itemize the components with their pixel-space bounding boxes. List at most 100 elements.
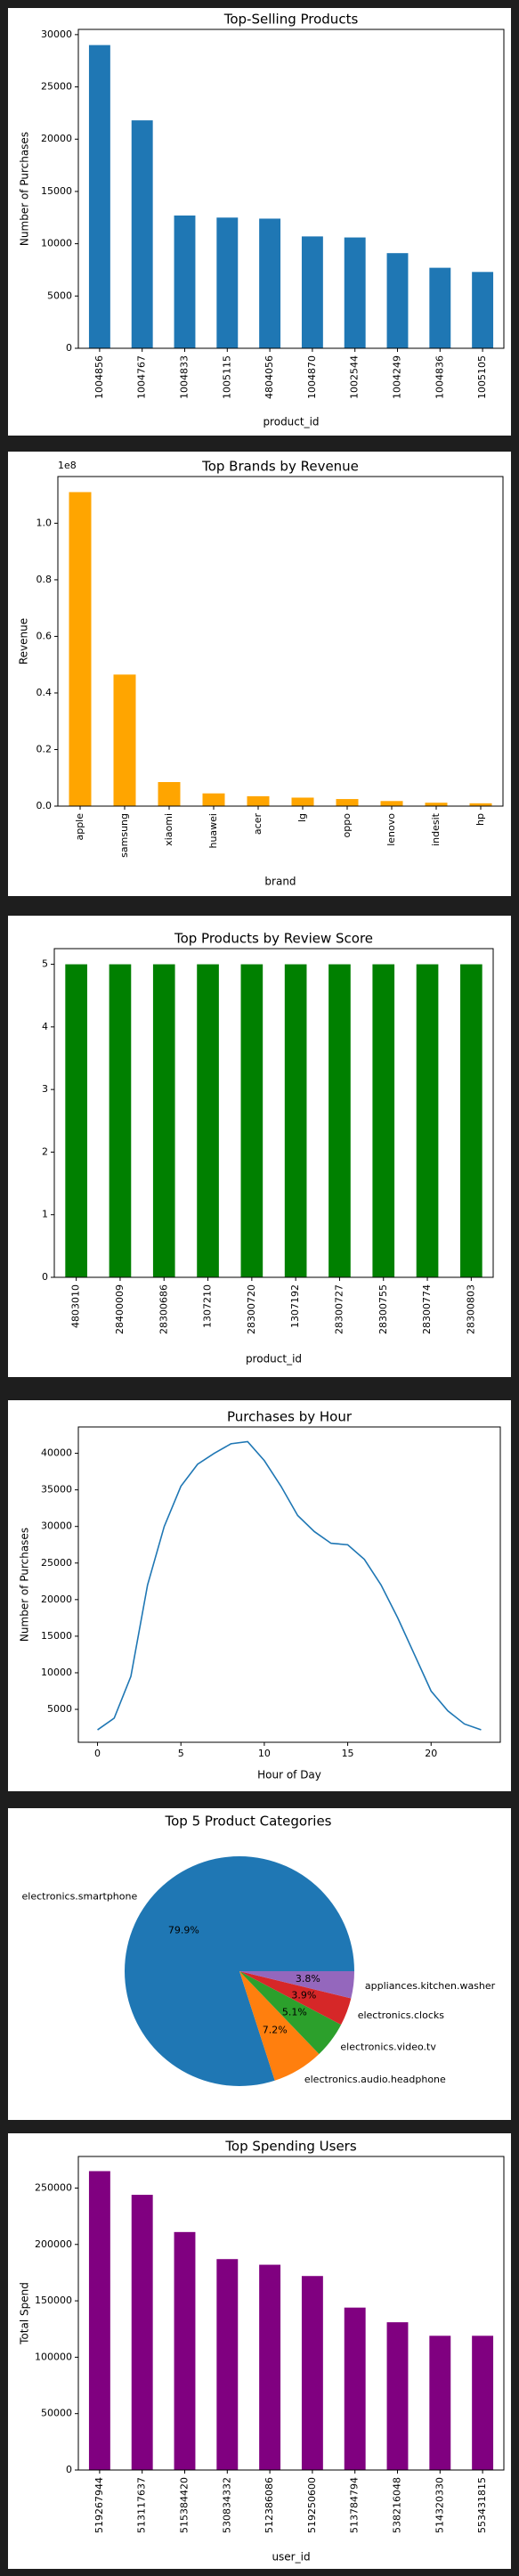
bar — [291, 797, 314, 806]
x-tick-label: 4803010 — [70, 1284, 82, 1328]
x-tick-label: lg — [296, 813, 308, 822]
bar — [386, 2322, 409, 2470]
bar — [469, 803, 492, 806]
chart: Purchases by Hour Hour of Day Number of Pu… — [19, 1409, 501, 1781]
y-tick-label: 0.0 — [36, 800, 53, 811]
bar — [174, 215, 196, 348]
x-axis-label: brand — [264, 876, 296, 888]
x-tick-label: apple — [74, 813, 85, 841]
x-tick-label: 28300686 — [158, 1284, 169, 1334]
x-tick-label: indesit — [430, 812, 442, 846]
x-tick-label: 1004836 — [434, 355, 445, 399]
offset-label: 1e8 — [58, 460, 77, 471]
x-tick-label: hp — [474, 813, 486, 826]
percent-label: 3.8% — [296, 1973, 320, 1985]
x-tick-label: 530834332 — [221, 2477, 232, 2533]
chart-title: Top Products by Review Score — [174, 931, 373, 947]
chart: Top 5 Product Categories electronics.smar… — [22, 1814, 496, 2086]
bar — [380, 801, 403, 806]
bar — [109, 964, 132, 1277]
chart-panel: Top-Selling Products product_id Number of … — [8, 8, 511, 436]
slice-label: electronics.smartphone — [22, 1891, 138, 1903]
bar — [284, 964, 307, 1277]
y-tick-label: 15000 — [41, 1630, 72, 1642]
bar — [88, 45, 110, 348]
x-tick-label: 1004833 — [179, 355, 191, 399]
chart: Top Spending Users user_id Total Spend 0 500… — [19, 2139, 505, 2564]
y-tick-label: 0.6 — [36, 630, 53, 641]
plot-frame — [77, 1426, 501, 1743]
x-tick-label: samsung — [118, 813, 130, 858]
pie-slice — [239, 1971, 320, 2081]
y-tick-label: 15000 — [41, 185, 72, 197]
bar — [131, 120, 153, 348]
y-tick-label: 40000 — [41, 1447, 72, 1459]
chart-title: Top 5 Product Categories — [165, 1814, 332, 1830]
y-tick-label: 35000 — [41, 1484, 72, 1496]
y-tick-label: 25000 — [41, 81, 72, 93]
y-axis-label: Total Spend — [19, 2282, 31, 2345]
y-tick-label: 200000 — [35, 2238, 72, 2250]
chart-panel: Purchases by Hour Hour of Day Number of Pu… — [8, 1400, 511, 1791]
x-tick-label: 1004870 — [306, 355, 318, 399]
y-tick-label: 25000 — [41, 1557, 72, 1569]
x-tick-label: 512386086 — [264, 2477, 275, 2533]
x-tick-label: lenovo — [385, 813, 397, 846]
x-tick-label: 513784794 — [349, 2477, 361, 2533]
pie-slice — [239, 1971, 342, 2054]
slice-label: appliances.kitchen.washer — [365, 1980, 496, 1992]
y-tick-label: 150000 — [35, 2295, 72, 2306]
x-tick-label: 1004856 — [93, 355, 105, 399]
x-tick-label: acer — [252, 813, 264, 836]
percent-label: 5.1% — [282, 2007, 307, 2018]
x-tick-label: 1005115 — [221, 355, 232, 399]
pie-slice — [239, 1971, 352, 2026]
x-tick-label: 28300727 — [333, 1284, 345, 1334]
x-axis-label: Hour of Day — [257, 1769, 321, 1781]
bar — [131, 2195, 153, 2470]
y-tick-label: 250000 — [35, 2181, 72, 2193]
y-tick-label: 2 — [42, 1145, 48, 1157]
x-tick-label: 1005105 — [476, 355, 488, 399]
bar — [259, 2264, 281, 2470]
chart-title: Top-Selling Products — [223, 12, 359, 28]
bar — [344, 237, 366, 348]
bar — [344, 2307, 366, 2470]
y-axis-label: Revenue — [18, 618, 30, 664]
bar — [328, 964, 351, 1277]
percent-label: 3.9% — [291, 1989, 316, 2001]
y-tick-label: 50000 — [41, 2408, 72, 2419]
x-axis-label: user_id — [272, 2551, 310, 2564]
bar — [88, 2171, 110, 2470]
bar — [301, 2276, 323, 2470]
x-tick-label: 519267944 — [93, 2477, 105, 2533]
x-tick-label: 15 — [342, 1748, 354, 1759]
slice-label: electronics.clocks — [358, 2009, 445, 2021]
y-axis-label: Number of Purchases — [19, 1528, 31, 1642]
bar — [259, 218, 281, 348]
y-tick-label: 0.8 — [36, 574, 53, 585]
plot-frame — [57, 476, 504, 807]
y-tick-label: 4 — [42, 1021, 48, 1032]
y-tick-label: 5000 — [47, 289, 72, 301]
chart-title: Purchases by Hour — [227, 1409, 353, 1425]
x-tick-label: 519250600 — [306, 2477, 318, 2533]
x-axis-label: product_id — [246, 1353, 302, 1365]
bar — [216, 2259, 239, 2470]
y-tick-label: 30000 — [41, 1520, 72, 1532]
x-tick-label: 28300720 — [246, 1284, 257, 1334]
bar — [197, 964, 219, 1277]
x-tick-label: 28400009 — [114, 1284, 126, 1334]
line — [97, 1440, 482, 1731]
x-axis-label: product_id — [263, 416, 319, 428]
y-tick-label: 0 — [66, 342, 72, 354]
bar — [301, 236, 323, 348]
y-tick-label: 20000 — [41, 133, 72, 144]
x-tick-label: 28300803 — [465, 1284, 476, 1334]
bar — [336, 799, 359, 806]
pie-slice — [239, 1971, 354, 1999]
y-tick-label: 20000 — [41, 1594, 72, 1605]
x-tick-label: 10 — [258, 1748, 271, 1759]
y-tick-label: 5 — [42, 958, 48, 970]
